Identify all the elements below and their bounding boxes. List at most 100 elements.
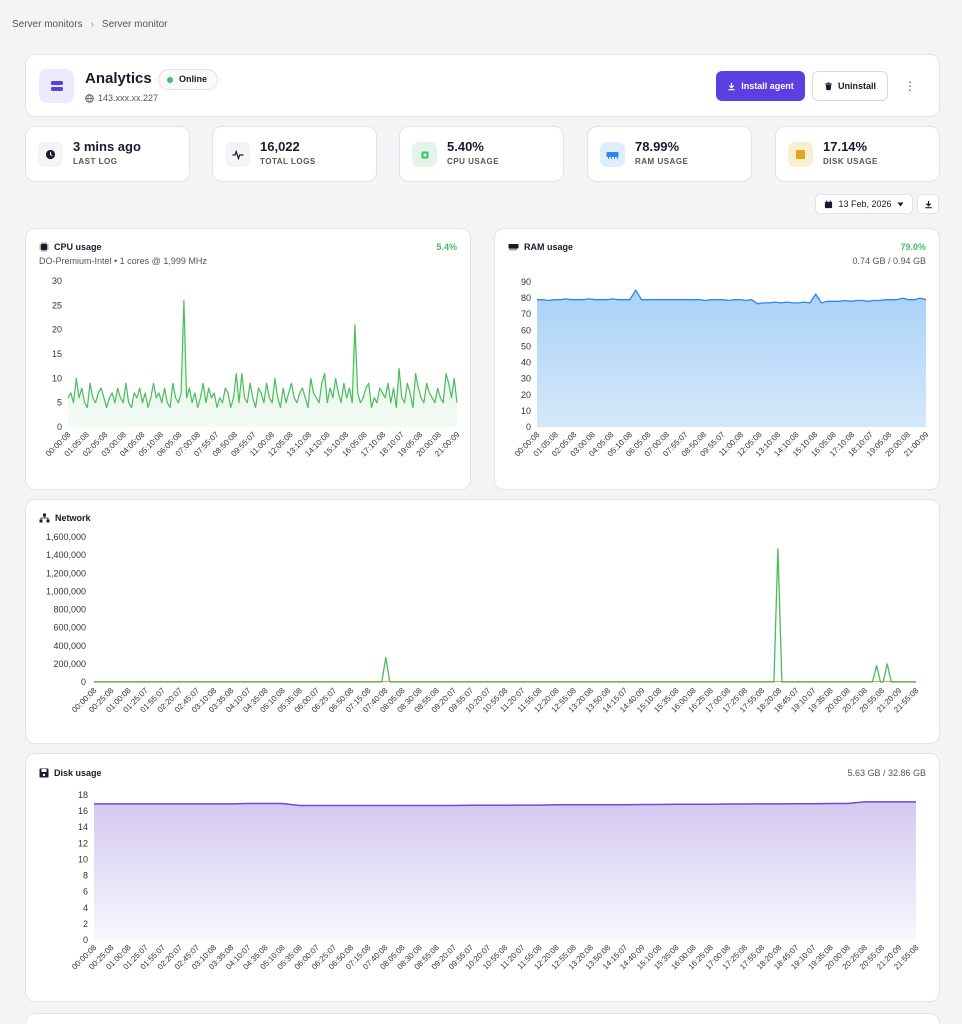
cpu-icon — [39, 242, 49, 252]
ip-address: 143.xxx.xx.227 — [85, 93, 158, 103]
disk-title-text: Disk usage — [54, 768, 102, 778]
memory-icon — [508, 244, 519, 251]
breadcrumb: Server monitors › Server monitor — [12, 19, 168, 30]
more-options-icon[interactable]: ⋮ — [904, 79, 916, 93]
y-tick-label: 400,000 — [53, 641, 86, 651]
y-tick-label: 60 — [521, 325, 531, 335]
y-tick-label: 18 — [78, 790, 88, 800]
ram-chart-title: RAM usage — [508, 242, 573, 252]
calendar-icon — [825, 199, 833, 208]
clock-icon — [38, 142, 63, 167]
header-card: Analytics Online 143.xxx.xx.227 Install … — [25, 54, 940, 117]
cpu-icon — [412, 142, 437, 167]
stat-card-total-logs: 16,022 TOTAL LOGS — [212, 126, 377, 182]
next-card — [25, 1013, 940, 1024]
y-tick-label: 4 — [83, 903, 88, 913]
y-tick-label: 5 — [57, 398, 62, 408]
install-agent-button[interactable]: Install agent — [716, 71, 805, 101]
series-line — [67, 299, 458, 409]
stat-value: 16,022 — [260, 139, 300, 154]
disk-detail: 5.63 GB / 32.86 GB — [847, 768, 926, 778]
y-tick-label: 8 — [83, 871, 88, 881]
status-badge: Online — [158, 69, 219, 90]
series-area — [94, 801, 916, 940]
y-tick-label: 20 — [52, 325, 62, 335]
y-tick-label: 30 — [52, 276, 62, 286]
date-picker[interactable]: 13 Feb, 2026 — [815, 194, 913, 214]
series-line-inbound — [94, 548, 916, 683]
network-chart-card: Network 0 200,000 400,000 600,000 800,000 1,0… — [25, 499, 940, 744]
y-tick-label: 2 — [83, 919, 88, 929]
y-tick-label: 15 — [52, 349, 62, 359]
status-dot-icon — [167, 77, 173, 83]
stat-card-disk-usage: 17.14% DISK USAGE — [775, 126, 940, 182]
y-tick-label: 30 — [521, 374, 531, 384]
y-tick-label: 20 — [521, 390, 531, 400]
y-tick-label: 200,000 — [53, 659, 86, 669]
y-tick-label: 10 — [52, 373, 62, 383]
export-button[interactable] — [917, 194, 939, 214]
stat-value: 3 mins ago — [73, 139, 141, 154]
floppy-disk-icon — [39, 768, 49, 778]
uninstall-button[interactable]: Uninstall — [812, 71, 888, 101]
y-tick-label: 600,000 — [53, 623, 86, 633]
stat-card-cpu-usage: 5.40% CPU USAGE — [399, 126, 564, 182]
caret-down-icon — [897, 202, 904, 206]
stat-label: RAM USAGE — [635, 157, 689, 166]
cpu-chart-card: CPU usage DO-Premium-Intel • 1 cores @ 1… — [25, 228, 471, 490]
breadcrumb-server-monitors[interactable]: Server monitors — [12, 19, 83, 30]
install-agent-label: Install agent — [741, 81, 794, 91]
y-tick-label: 50 — [521, 341, 531, 351]
y-tick-label: 0 — [57, 422, 62, 432]
series-line — [537, 289, 927, 305]
network-title-text: Network — [55, 513, 91, 523]
pulse-icon — [225, 142, 250, 167]
y-tick-label: 0 — [81, 677, 86, 687]
server-icon — [39, 69, 74, 103]
ram-chart-card: RAM usage 79.0% 0.74 GB / 0.94 GB 0 10 20 3… — [494, 228, 940, 490]
ram-title-text: RAM usage — [524, 242, 574, 252]
date-value: 13 Feb, 2026 — [838, 199, 892, 209]
stat-value: 78.99% — [635, 139, 680, 154]
cpu-current-value: 5.4% — [436, 242, 457, 252]
y-tick-label: 1,400,000 — [46, 550, 86, 560]
y-tick-label: 40 — [521, 358, 531, 368]
chevron-right-icon: › — [90, 19, 94, 30]
cpu-chart-title: CPU usage — [39, 242, 102, 252]
stat-label: TOTAL LOGS — [260, 157, 316, 166]
stat-card-last-log: 3 mins ago LAST LOG — [25, 126, 190, 182]
y-tick-label: 25 — [52, 300, 62, 310]
network-chart-title: Network — [39, 513, 91, 523]
ram-chart: 010203040506070809000:00:0801:05:0802:05… — [513, 277, 931, 458]
stat-label: CPU USAGE — [447, 157, 500, 166]
memory-icon — [600, 142, 625, 167]
download-icon — [924, 200, 932, 208]
page-title: Analytics — [85, 70, 152, 87]
y-tick-label: 0 — [83, 935, 88, 945]
series-line — [94, 801, 916, 807]
y-tick-label: 10 — [521, 406, 531, 416]
y-tick-label: 16 — [78, 806, 88, 816]
series-area — [68, 300, 457, 427]
status-text: Online — [179, 74, 208, 84]
y-tick-label: 10 — [78, 854, 88, 864]
y-tick-label: 1,000,000 — [46, 586, 86, 596]
y-tick-label: 80 — [521, 293, 531, 303]
breadcrumb-server-monitor: Server monitor — [101, 19, 168, 30]
y-tick-label: 14 — [78, 822, 88, 832]
y-tick-label: 800,000 — [53, 605, 86, 615]
cpu-title-text: CPU usage — [54, 242, 102, 252]
y-tick-label: 1,600,000 — [46, 532, 86, 542]
cpu-chart: 05101520253000:00:0801:05:0802:05:0803:0… — [44, 276, 462, 458]
y-tick-label: 0 — [526, 422, 531, 432]
globe-icon — [85, 93, 94, 103]
trash-icon — [825, 82, 832, 90]
cpu-subtitle: DO-Premium-Intel • 1 cores @ 1,999 MHz — [39, 256, 207, 266]
network-icon — [39, 513, 50, 523]
ip-text: 143.xxx.xx.227 — [98, 93, 159, 103]
stat-label: LAST LOG — [73, 157, 118, 166]
uninstall-label: Uninstall — [837, 81, 876, 91]
stat-value: 5.40% — [447, 139, 484, 154]
y-tick-label: 1,200,000 — [46, 568, 86, 578]
disk-chart-card: Disk usage 5.63 GB / 32.86 GB 0 2 4 6 8 10 12 1… — [25, 753, 940, 1002]
